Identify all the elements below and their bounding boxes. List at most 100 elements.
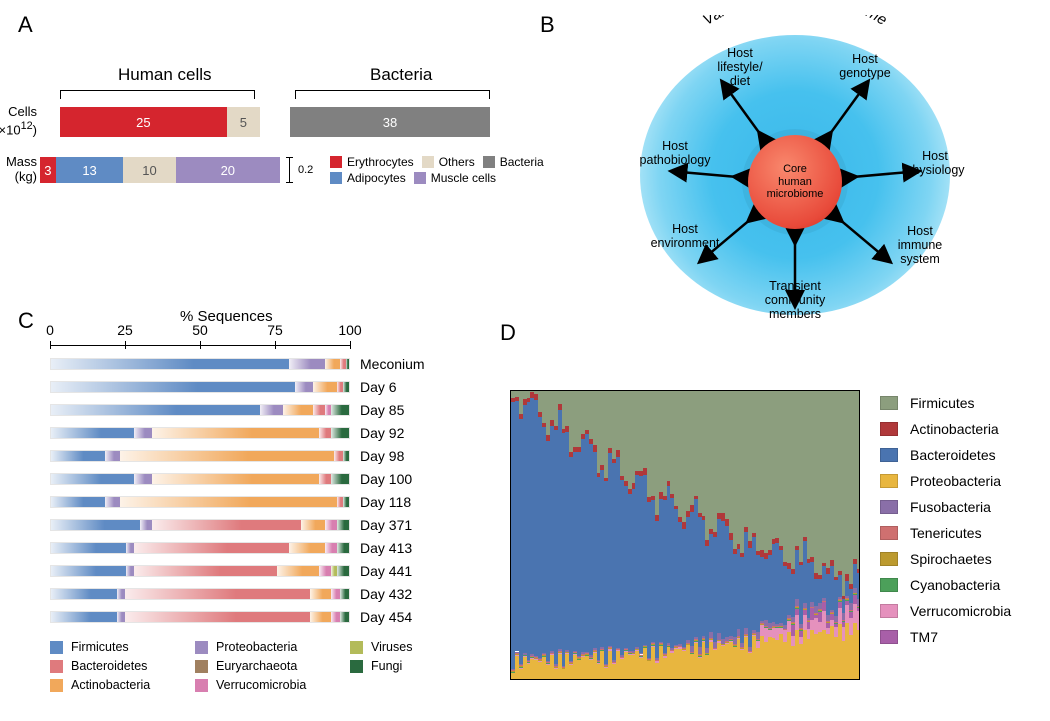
d-legend-label: Tenericutes bbox=[910, 525, 982, 541]
a-human-title: Human cells bbox=[118, 65, 212, 85]
c-legend-label: Euryarchaeota bbox=[216, 659, 297, 673]
a-legend-label: Bacteria bbox=[500, 155, 544, 169]
a-bracket-human bbox=[60, 90, 255, 100]
d-legend-swatch bbox=[880, 578, 898, 592]
d-legend-label: Fusobacteria bbox=[910, 499, 991, 515]
a-bracket-bacteria bbox=[295, 90, 490, 100]
c-tick-label: 100 bbox=[338, 322, 361, 338]
d-legend-swatch bbox=[880, 448, 898, 462]
c-legend-label: Proteobacteria bbox=[216, 640, 297, 654]
c-legend-swatch bbox=[50, 679, 63, 692]
a-cells-human-bar: 255 bbox=[60, 107, 260, 137]
d-legend-swatch bbox=[880, 630, 898, 644]
b-inner-circle: Corehumanmicrobiome bbox=[748, 135, 842, 229]
c-legend-label: Viruses bbox=[371, 640, 412, 654]
c-row-label: Day 92 bbox=[360, 425, 404, 441]
c-row bbox=[50, 496, 350, 508]
panel-A-label: A bbox=[18, 12, 33, 38]
b-title: Variable human microbiome bbox=[675, 15, 915, 43]
a-legend-swatch bbox=[414, 172, 426, 184]
d-legend-label: Firmicutes bbox=[910, 395, 975, 411]
a-mass-side-label: 0.2 bbox=[298, 164, 313, 176]
c-legend-label: Actinobacteria bbox=[71, 678, 150, 692]
c-legend-swatch bbox=[50, 660, 63, 673]
a-legend-swatch bbox=[330, 172, 342, 184]
c-row bbox=[50, 542, 350, 554]
c-row-label: Day 100 bbox=[360, 471, 412, 487]
c-legend-swatch bbox=[350, 641, 363, 654]
d-legend-label: Cyanobacteria bbox=[910, 577, 1000, 593]
d-legend-swatch bbox=[880, 474, 898, 488]
c-legend-swatch bbox=[50, 641, 63, 654]
panel-B-label: B bbox=[540, 12, 555, 38]
d-legend-swatch bbox=[880, 552, 898, 566]
c-row-label: Day 85 bbox=[360, 402, 404, 418]
a-bacteria-title: Bacteria bbox=[370, 65, 432, 85]
d-legend-swatch bbox=[880, 500, 898, 514]
c-legend-swatch bbox=[195, 660, 208, 673]
b-factor-label: Hostphysiology bbox=[895, 150, 975, 178]
a-seg: 3 bbox=[40, 157, 56, 183]
c-row bbox=[50, 358, 350, 370]
d-legend: FirmicutesActinobacteriaBacteroidetesPro… bbox=[880, 395, 1011, 655]
c-legend-label: Bacteroidetes bbox=[71, 659, 147, 673]
c-tick-label: 50 bbox=[192, 322, 208, 338]
d-legend-swatch bbox=[880, 604, 898, 618]
a-legend-swatch bbox=[330, 156, 342, 168]
c-legend-label: Fungi bbox=[371, 659, 402, 673]
c-legend-swatch bbox=[350, 660, 363, 673]
a-cells-bacteria-bar: 38 bbox=[290, 107, 490, 137]
d-legend-label: Bacteroidetes bbox=[910, 447, 996, 463]
d-chart bbox=[510, 390, 860, 680]
a-legend-label: Erythrocytes bbox=[347, 155, 414, 169]
d-legend-label: TM7 bbox=[910, 629, 938, 645]
svg-text:Variable human microbiome: Variable human microbiome bbox=[700, 15, 890, 29]
a-legend-label: Adipocytes bbox=[347, 171, 406, 185]
a-legend-label: Others bbox=[439, 155, 475, 169]
a-seg: 20 bbox=[176, 157, 280, 183]
c-row bbox=[50, 450, 350, 462]
c-row bbox=[50, 519, 350, 531]
c-row-label: Day 98 bbox=[360, 448, 404, 464]
c-row bbox=[50, 588, 350, 600]
b-factor-label: Hostimmunesystem bbox=[880, 225, 960, 266]
a-seg: 5 bbox=[227, 107, 260, 137]
d-legend-swatch bbox=[880, 422, 898, 436]
c-legend-label: Verrucomicrobia bbox=[216, 678, 306, 692]
c-row-label: Day 118 bbox=[360, 494, 411, 510]
d-legend-swatch bbox=[880, 396, 898, 410]
b-factor-label: Transientcommunitymembers bbox=[745, 280, 845, 321]
b-factor-label: Hostenvironment bbox=[640, 223, 730, 251]
c-tick-label: 0 bbox=[46, 322, 54, 338]
a-legend-swatch bbox=[483, 156, 495, 168]
a-seg: 13 bbox=[56, 157, 124, 183]
c-tick-label: 25 bbox=[117, 322, 133, 338]
c-row bbox=[50, 381, 350, 393]
a-legend-swatch bbox=[422, 156, 434, 168]
b-factor-label: Hostlifestyle/diet bbox=[705, 47, 775, 88]
a-seg: 25 bbox=[60, 107, 227, 137]
c-row bbox=[50, 565, 350, 577]
a-ylabel-mass: Mass(kg) bbox=[0, 155, 37, 185]
c-legend-swatch bbox=[195, 679, 208, 692]
c-row-label: Day 454 bbox=[360, 609, 412, 625]
c-row-label: Meconium bbox=[360, 356, 425, 372]
c-row bbox=[50, 611, 350, 623]
c-row-label: Day 371 bbox=[360, 517, 412, 533]
c-row bbox=[50, 427, 350, 439]
d-legend-label: Actinobacteria bbox=[910, 421, 999, 437]
c-row-label: Day 413 bbox=[360, 540, 412, 556]
b-factor-label: Hostpathobiology bbox=[630, 140, 720, 168]
c-row-label: Day 432 bbox=[360, 586, 412, 602]
a-legend: ErythrocytesOthersBacteriaAdipocytesMusc… bbox=[330, 155, 552, 187]
c-row-label: Day 6 bbox=[360, 379, 397, 395]
a-seg: 38 bbox=[290, 107, 490, 137]
c-legend-swatch bbox=[195, 641, 208, 654]
panel-D-label: D bbox=[500, 320, 516, 346]
c-row bbox=[50, 473, 350, 485]
d-legend-label: Verrucomicrobia bbox=[910, 603, 1011, 619]
c-row bbox=[50, 404, 350, 416]
panel-D: FirmicutesActinobacteriaBacteroidetesPro… bbox=[510, 370, 1040, 700]
a-seg: 10 bbox=[123, 157, 175, 183]
panel-B: Corehumanmicrobiome Variable human micro… bbox=[560, 5, 1030, 320]
